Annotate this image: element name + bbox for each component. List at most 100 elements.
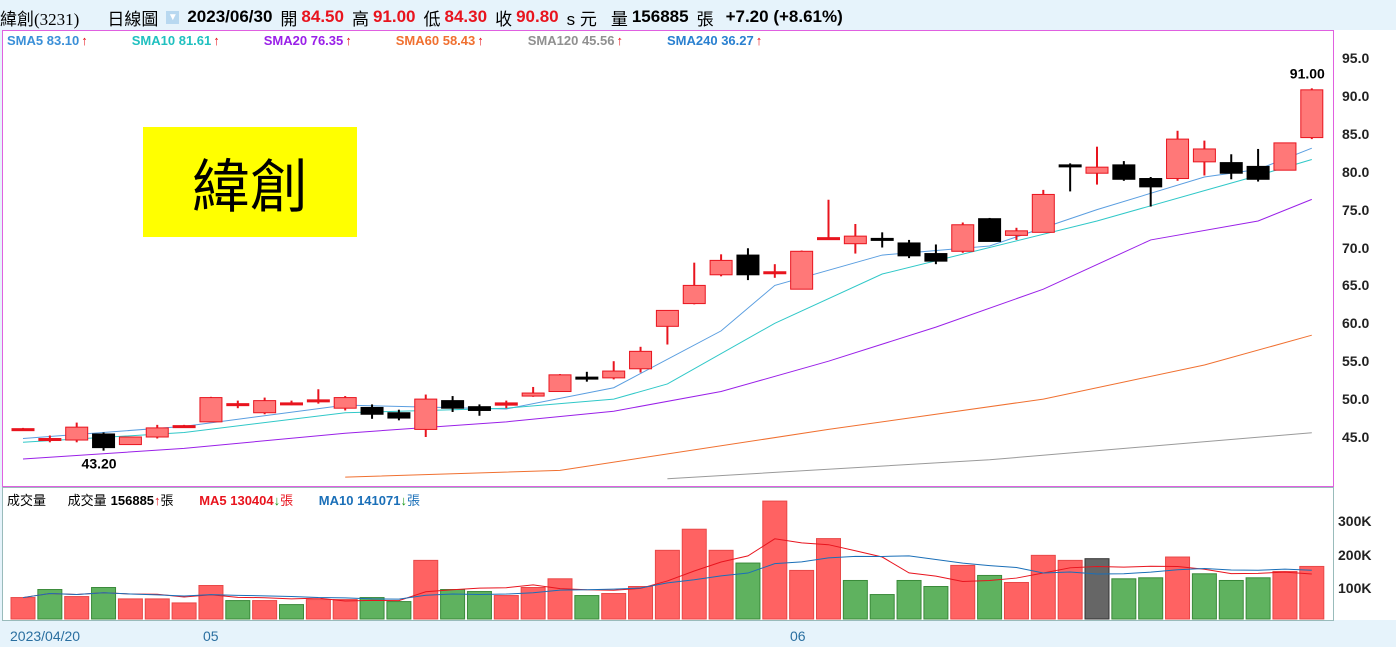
volume-tick-label: 300K [1338, 513, 1372, 529]
date-tick-label: 06 [790, 628, 806, 644]
candle-body [978, 218, 1002, 242]
candle-body [736, 254, 760, 276]
unit-label: s 元 [566, 9, 597, 29]
volume-bar [601, 593, 627, 620]
price-tick-label: 50.0 [1342, 391, 1370, 408]
up-arrow-icon: ↑ [477, 33, 484, 48]
open-value: 84.50 [301, 7, 344, 26]
low-label: 低 [423, 9, 441, 29]
candle-body [682, 284, 706, 305]
volume-unit: 張 [160, 493, 174, 508]
max-price-label: 91.00 [1290, 65, 1325, 81]
candle-body [655, 309, 679, 327]
sma-label: SMA60 58.43 [395, 33, 476, 48]
volume-bar [171, 602, 197, 620]
volume-label: 量 [610, 9, 628, 29]
volume-bar [789, 569, 815, 620]
volume-bar [279, 604, 304, 620]
sma-label: SMA240 36.27 [667, 33, 754, 48]
candle-body [1192, 148, 1216, 163]
candle-body [118, 436, 142, 446]
candle-body [1300, 89, 1324, 139]
candle-body [306, 399, 330, 403]
volume-bar [305, 599, 331, 620]
candle-body [843, 235, 867, 245]
volume-bar [762, 500, 788, 620]
volume-bar [1057, 559, 1083, 620]
volume-tick-label: 200K [1338, 546, 1372, 563]
volume-bar [117, 598, 143, 620]
candle-body [709, 259, 733, 276]
volume-bar [1111, 578, 1137, 620]
up-arrow-icon: ↑ [154, 493, 161, 508]
volume-value: 156885 [110, 493, 155, 508]
sma-legend-item: SMA60 58.43 ↑ [396, 33, 506, 48]
candle-body [494, 402, 518, 406]
sma-label: SMA10 81.61 [131, 33, 212, 48]
vol-ma10-line [22, 555, 1312, 600]
period-dropdown-icon[interactable]: ▼ [166, 10, 180, 24]
candlestick-chart: 91.00 43.20 [11, 65, 1325, 480]
ma5-unit: 張 [280, 493, 294, 508]
candle-body [387, 412, 411, 419]
candle-body [1246, 165, 1270, 180]
price-tick-label: 70.0 [1342, 239, 1370, 256]
stock-logo-text: 緯創 [143, 127, 357, 237]
down-arrow-icon: ↓ [400, 493, 407, 508]
min-price-label: 43.20 [82, 456, 117, 472]
price-tick-label: 60.0 [1342, 315, 1370, 332]
candle-body [199, 397, 223, 423]
quote-date: 2023/06/30 [187, 7, 273, 26]
price-tick-label: 45.0 [1342, 429, 1370, 445]
price-tick-label: 90.0 [1342, 87, 1370, 104]
volume-label: 成交量 [67, 493, 107, 508]
vol-ma5-value: MA5 130404 [199, 493, 274, 508]
candle-body [1112, 164, 1136, 180]
candle-body [763, 271, 787, 275]
sma10-line [22, 159, 1312, 443]
close-label: 收 [495, 9, 513, 29]
candle-body [65, 426, 89, 441]
candle-body [11, 428, 35, 432]
close-value: 90.80 [516, 7, 559, 26]
candle-body [521, 392, 545, 397]
candle-body [172, 425, 196, 429]
volume-bar [386, 601, 412, 620]
sma-legend-item: SMA240 36.27 ↑ [667, 33, 784, 48]
sma120-line [667, 432, 1312, 480]
volume-bar [1084, 558, 1110, 620]
volume-bar [1030, 554, 1056, 620]
vol-ma5-line [22, 538, 1312, 602]
candle-body [1031, 193, 1055, 233]
up-arrow-icon: ↑ [81, 33, 88, 48]
sma-legend-item: SMA120 45.56 ↑ [528, 33, 645, 48]
volume-bar [225, 600, 251, 620]
sma-legend: SMA5 83.10 ↑ SMA10 81.61 ↑ SMA20 76.35 ↑ SMA60… [7, 33, 806, 48]
up-arrow-icon: ↑ [213, 33, 220, 48]
volume-bar [1299, 565, 1325, 620]
volume-legend: 成交量 成交量 156885↑張 MA5 130404↓張 MA10 141071… [7, 490, 424, 509]
sma20-line [22, 198, 1312, 460]
up-arrow-icon: ↑ [345, 33, 352, 48]
price-chart-panel[interactable]: 91.00 43.20 SMA5 83.10 ↑ SMA10 81.61 ↑ SMA20 … [2, 30, 1334, 487]
candle-body [226, 403, 250, 407]
price-tick-label: 85.0 [1342, 125, 1370, 142]
candle-body [1166, 138, 1190, 180]
volume-tick-label: 100K [1338, 580, 1372, 596]
price-tick-label: 55.0 [1342, 353, 1370, 370]
volume-bar [842, 579, 868, 620]
vol-ma10-value: MA10 141071 [318, 493, 401, 508]
high-value: 91.00 [372, 7, 416, 26]
volume-bar [708, 549, 734, 620]
volume-bar [493, 595, 519, 620]
volume-bar [950, 564, 976, 620]
candle-body [467, 406, 491, 411]
date-tick-label: 2023/04/20 [10, 628, 81, 644]
volume-bar [359, 597, 385, 620]
up-arrow-icon: ↑ [755, 33, 763, 48]
volume-unit: 張 [696, 9, 714, 29]
volume-panel[interactable]: 成交量 成交量 156885↑張 MA5 130404↓張 MA10 141071… [2, 487, 1334, 621]
sma-legend-item: SMA10 81.61 ↑ [132, 33, 242, 48]
volume-bar [1218, 579, 1244, 620]
volume-bar [64, 596, 90, 620]
